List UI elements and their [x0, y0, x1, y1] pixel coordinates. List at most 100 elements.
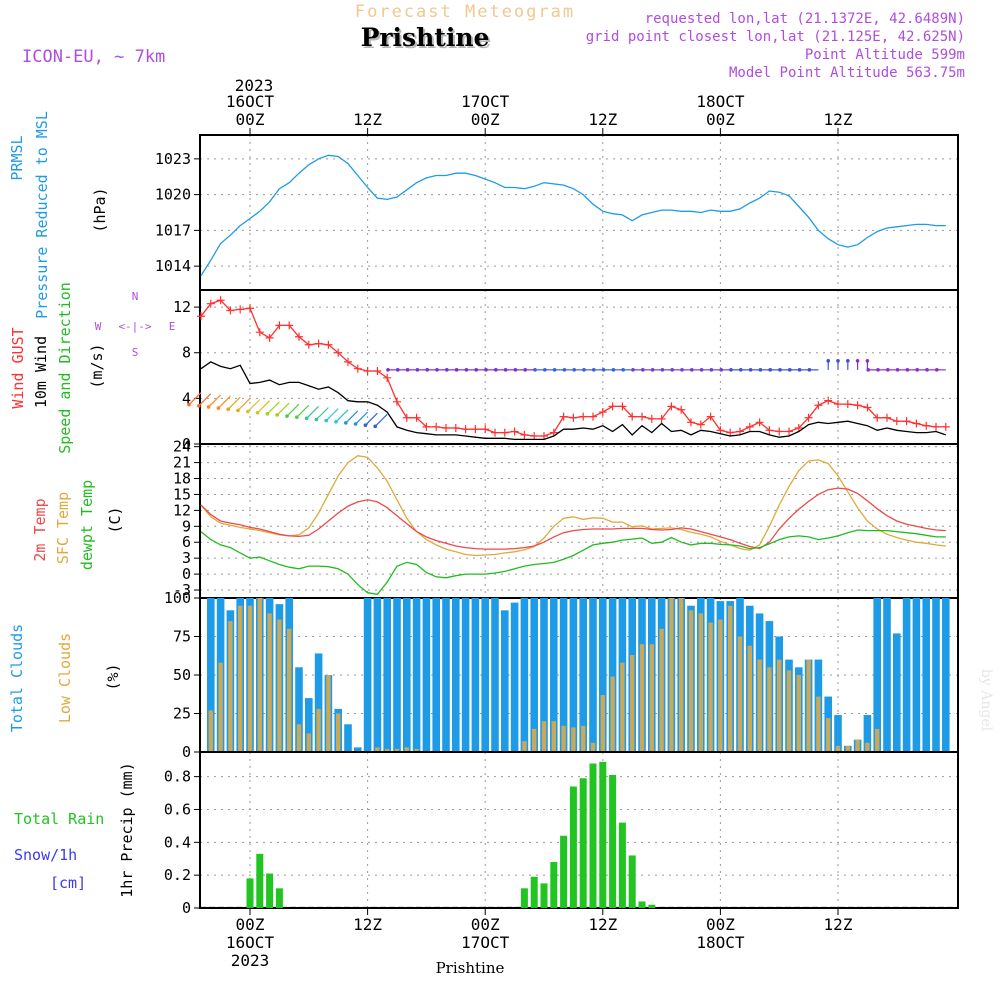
y-tick-label: 0.2: [164, 866, 191, 884]
wind-direction-arrow: [315, 407, 329, 420]
wind-arrow-head: [197, 404, 201, 408]
compass-east: E: [169, 320, 176, 333]
snow-legend: Snow/1h: [14, 846, 77, 864]
wind-arrow-head: [464, 368, 469, 372]
gust-marker: [324, 340, 333, 349]
wind-arrow-head: [699, 368, 704, 372]
low-clouds-bar: [218, 662, 223, 752]
gust-marker: [304, 340, 313, 349]
low-clouds-bar: [287, 628, 292, 752]
low-clouds-bar: [404, 747, 409, 752]
top-axis-label: 12Z: [824, 110, 853, 129]
wind-arrow-head: [886, 368, 890, 372]
gust-marker: [667, 402, 676, 411]
low-clouds-bar: [326, 675, 331, 752]
requested-coords: requested lon,lat (21.1372E, 42.6489N): [645, 11, 965, 27]
low-clouds-bar: [267, 613, 272, 752]
gust-marker: [422, 422, 431, 431]
pressure-msl-label: Pressure Reduced to MSL: [33, 111, 51, 319]
compass-west: W: [95, 320, 102, 333]
wind-arrow-head: [865, 359, 870, 363]
pressure-panel: 1014 1017 1020 1023: [155, 134, 959, 291]
gust-marker: [461, 425, 470, 434]
low-clouds-bar: [306, 733, 311, 752]
bottom-axis-label: 12Z: [353, 915, 382, 934]
wind-arrow-head: [866, 368, 870, 372]
wind-arrow-head: [915, 368, 919, 372]
top-axis-label: 18OCT: [696, 92, 745, 111]
gust-marker: [902, 417, 911, 426]
top-axis-label: 00Z: [471, 110, 500, 129]
total-clouds-bar: [893, 633, 901, 752]
total-clouds-bar: [501, 610, 509, 752]
wind-direction-arrow: [227, 396, 241, 410]
compass-center: <-|->: [118, 320, 151, 333]
wind-direction-arrow: [247, 399, 261, 412]
y-tick-label: 50: [173, 666, 191, 684]
wind-panel: 0 4 8 12: [173, 289, 959, 453]
low-clouds-bar: [728, 605, 733, 752]
low-clouds-bar: [718, 619, 723, 752]
model-name: ICON-EU, ~ 7km: [22, 47, 165, 67]
top-axis-label: 17OCT: [461, 92, 510, 111]
gust-marker: [530, 432, 539, 441]
low-clouds-bar: [551, 721, 556, 752]
wind-arrow-head: [246, 409, 250, 414]
wind-arrow-head: [454, 368, 459, 372]
total-clouds-bar: [471, 598, 480, 752]
low-clouds-bar: [659, 628, 664, 752]
rain-bar: [550, 862, 558, 908]
total-clouds-bar: [354, 747, 362, 752]
low-clouds-bar: [385, 748, 390, 752]
low-clouds-bar: [590, 742, 596, 752]
wind-arrow-head: [425, 368, 430, 372]
compass-north: N: [132, 290, 139, 303]
low-clouds-bar: [669, 598, 674, 752]
low-clouds-bar: [316, 708, 321, 752]
low-clouds-bar: [228, 621, 233, 752]
prmsl-line: [200, 154, 946, 277]
wind-direction-arrow: [286, 403, 300, 417]
gust-marker: [393, 397, 401, 406]
wind-direction-arrow: [276, 402, 290, 416]
wind-arrow-head: [826, 359, 830, 363]
temp-unit-label: (C): [106, 506, 124, 533]
gust-marker: [226, 306, 235, 315]
wind-arrow-head: [719, 368, 723, 372]
total-clouds-bar: [902, 598, 911, 752]
bottom-axis-label: 16OCT: [226, 933, 275, 952]
wind-arrow-head: [344, 421, 348, 425]
low-clouds-bar: [610, 676, 615, 752]
rain-bar: [266, 873, 274, 908]
gust-marker: [745, 422, 754, 431]
bottom-axis-label: 00Z: [236, 915, 265, 934]
point-altitude: Point Altitude 599m: [805, 47, 965, 63]
gust-marker: [216, 296, 225, 305]
wind-arrow-head: [503, 368, 508, 372]
wind-arrow-head: [650, 368, 655, 372]
low-clouds-bar: [208, 710, 213, 752]
bottom-axis-label: 18OCT: [696, 933, 745, 952]
y-tick-label: 24: [173, 438, 191, 456]
y-tick-label: 18: [173, 470, 191, 488]
gust-marker: [912, 419, 921, 428]
bottom-axis-label: 00Z: [471, 915, 500, 934]
wind-arrow-head: [314, 417, 319, 422]
wind-10m-label: 10m Wind: [32, 336, 50, 408]
gust-marker: [843, 400, 852, 409]
y-tick-label: -3: [173, 581, 191, 599]
total-clouds-bar: [314, 653, 323, 752]
wind-arrow-head: [592, 368, 596, 372]
location-title: Prishtine: [361, 23, 490, 52]
gust-marker: [520, 430, 529, 439]
temp-sfc-line: [200, 455, 946, 557]
low-clouds-bar: [826, 718, 831, 752]
low-clouds-bar: [257, 598, 262, 752]
wind-arrow-head: [216, 406, 221, 410]
compass-south: S: [132, 346, 139, 359]
wind-arrow-head: [768, 368, 772, 372]
gust-marker: [628, 412, 637, 421]
total-clouds-bar: [393, 598, 401, 752]
wind-arrow-head: [846, 359, 850, 363]
